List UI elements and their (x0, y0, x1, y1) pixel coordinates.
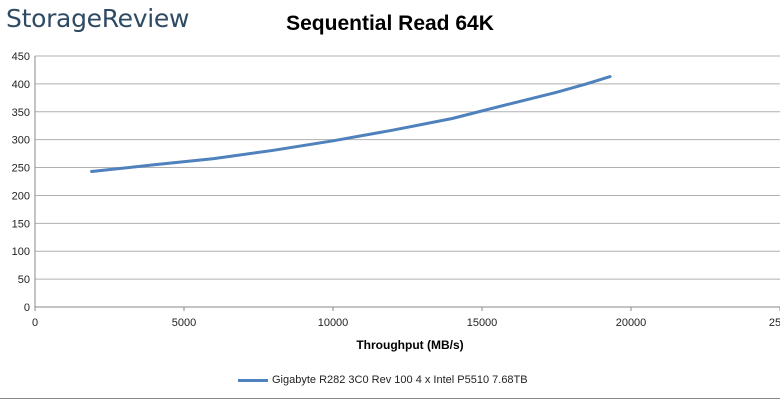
x-tick-label: 0 (32, 317, 38, 329)
y-tick-label: 400 (12, 79, 30, 91)
y-tick-label: 350 (12, 107, 30, 119)
storagereview-logo: StorageReview (6, 4, 190, 33)
y-tick-label: 300 (12, 135, 30, 147)
x-axis-title: Throughput (MB/s) (356, 338, 464, 352)
x-tick-label: 20000 (616, 317, 647, 329)
bottom-divider (0, 398, 780, 399)
x-tick-label: 10000 (318, 317, 349, 329)
series-line (90, 75, 612, 173)
y-tick-label: 250 (12, 163, 30, 175)
x-tick-label: 15000 (467, 317, 498, 329)
legend-label: Gigabyte R282 3C0 Rev 100 4 x Intel P551… (272, 374, 528, 386)
y-tick-label: 50 (18, 274, 30, 286)
y-tick-label: 0 (24, 302, 30, 314)
y-tick-label: 100 (12, 246, 30, 258)
x-tick-label: 5000 (172, 317, 196, 329)
y-tick-label: 450 (12, 51, 30, 63)
legend-swatch (238, 378, 268, 382)
y-tick-label: 150 (12, 218, 30, 230)
chart-title: Sequential Read 64K (286, 12, 494, 35)
x-tick-label: 25 (769, 317, 780, 329)
y-tick-label: 200 (12, 190, 30, 202)
legend: Gigabyte R282 3C0 Rev 100 4 x Intel P551… (238, 372, 528, 388)
